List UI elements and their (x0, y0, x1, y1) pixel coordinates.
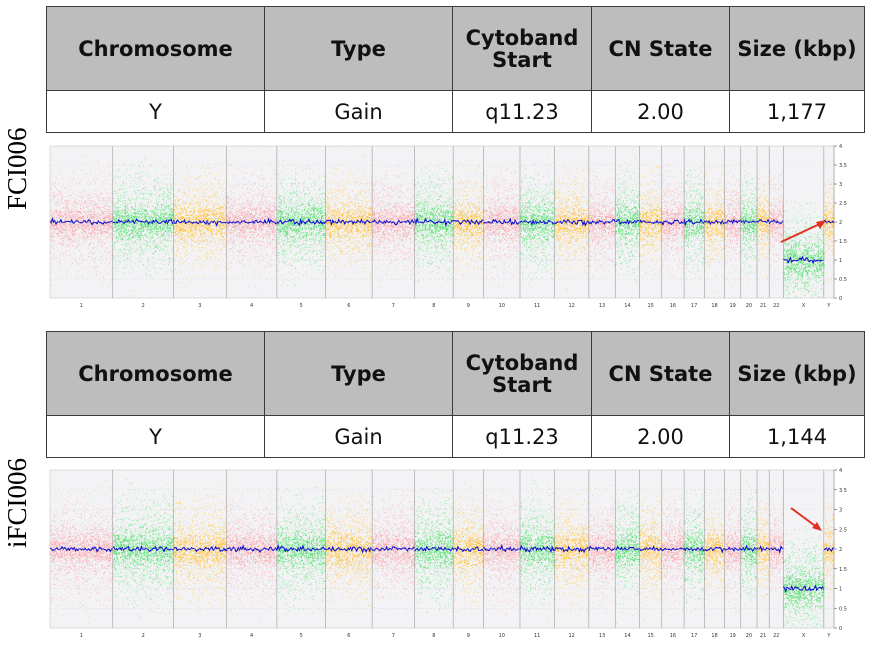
chromosome-label: 3 (198, 303, 201, 309)
chromosome-label: 16 (670, 633, 676, 639)
header-size: Size (kbp) (730, 7, 865, 91)
header-type: Type (265, 7, 453, 91)
y-tick-label: 1 (839, 587, 842, 593)
chromosome-label: 19 (730, 303, 736, 309)
chromosome-label: 3 (198, 633, 201, 639)
chromosome-label: 1 (80, 303, 83, 309)
header-cn-state: CN State (592, 7, 730, 91)
chromosome-label: 14 (624, 303, 630, 309)
sample-label: iFCI006 (2, 458, 33, 548)
chromosome-label: 13 (599, 633, 605, 639)
cell-type: Gain (265, 91, 453, 133)
cell-cytoband-start: q11.23 (453, 416, 592, 458)
cell-cytoband-start: q11.23 (453, 91, 592, 133)
chromosome-label: 21 (760, 303, 766, 309)
y-tick-label: 4 (839, 144, 842, 150)
chromosome-label: 6 (347, 633, 350, 639)
chromosome-label: 9 (467, 633, 470, 639)
chromosome-label: 13 (599, 303, 605, 309)
cnv-table: Chromosome Type Cytoband Start CN State … (46, 6, 865, 133)
chromosome-label: 10 (499, 633, 505, 639)
chromosome-label: 9 (467, 303, 470, 309)
chromosome-label: 19 (730, 633, 736, 639)
chromosome-label: 22 (773, 303, 779, 309)
y-tick-label: 2.5 (839, 527, 847, 533)
cnv-table: Chromosome Type Cytoband Start CN State … (46, 331, 865, 458)
cell-size: 1,177 (730, 91, 865, 133)
cell-cn-state: 2.00 (592, 416, 730, 458)
sample-label: FCI006 (2, 127, 33, 210)
y-tick-label: 0.5 (839, 606, 847, 612)
y-tick-label: 2.5 (839, 201, 847, 207)
chromosome-label: 7 (392, 633, 395, 639)
chromosome-label: X (802, 303, 806, 309)
chromosome-label: 12 (569, 303, 575, 309)
y-tick-label: 1.5 (839, 567, 847, 573)
header-type: Type (265, 332, 453, 416)
chromosome-label: 6 (347, 303, 350, 309)
chromosome-label: 4 (250, 303, 253, 309)
chromosome-label: 20 (746, 303, 752, 309)
chromosome-label: 5 (300, 633, 303, 639)
chromosome-label: 5 (300, 303, 303, 309)
y-tick-label: 0 (839, 296, 842, 302)
chromosome-label: 8 (432, 303, 435, 309)
chromosome-label: 14 (624, 633, 630, 639)
chromosome-label: 12 (569, 633, 575, 639)
chromosome-label: 22 (773, 633, 779, 639)
header-cytoband-start: Cytoband Start (453, 332, 592, 416)
cell-cn-state: 2.00 (592, 91, 730, 133)
table-row: Y Gain q11.23 2.00 1,144 (47, 416, 865, 458)
chromosome-label: 17 (691, 303, 697, 309)
y-tick-label: 0 (839, 626, 842, 632)
chromosome-label: 4 (250, 633, 253, 639)
header-chromosome: Chromosome (47, 7, 265, 91)
y-tick-label: 3.5 (839, 163, 847, 169)
chromosome-label: 10 (499, 303, 505, 309)
chromosome-label: 1 (80, 633, 83, 639)
cn-plot: 1 2 3 4 5 6 7 8 9 10 11 12 13 14 15 16 17 18 19 20 21 22 X Y00.… (46, 142, 864, 314)
chromosome-label: 11 (534, 633, 540, 639)
header-chromosome: Chromosome (47, 332, 265, 416)
cell-size: 1,144 (730, 416, 865, 458)
chromosome-label: 15 (648, 303, 654, 309)
table-row: Y Gain q11.23 2.00 1,177 (47, 91, 865, 133)
header-size: Size (kbp) (730, 332, 865, 416)
chromosome-label: 2 (142, 633, 145, 639)
y-tick-label: 1.5 (839, 239, 847, 245)
chromosome-label: 20 (746, 633, 752, 639)
y-tick-label: 4 (839, 468, 842, 474)
chromosome-label: 8 (432, 633, 435, 639)
chromosome-label: 7 (392, 303, 395, 309)
chromosome-label: 16 (670, 303, 676, 309)
chromosome-label: 2 (142, 303, 145, 309)
chromosome-label: 21 (760, 633, 766, 639)
chromosome-label: 18 (711, 303, 717, 309)
y-tick-label: 1 (839, 258, 842, 264)
chromosome-label: 15 (648, 633, 654, 639)
header-cn-state: CN State (592, 332, 730, 416)
y-tick-label: 3 (839, 182, 842, 188)
cn-plot: 1 2 3 4 5 6 7 8 9 10 11 12 13 14 15 16 17 18 19 20 21 22 X Y00.… (46, 466, 864, 644)
header-cytoband-start: Cytoband Start (453, 7, 592, 91)
y-tick-label: 3 (839, 508, 842, 514)
y-tick-label: 3.5 (839, 488, 847, 494)
y-tick-label: 2 (839, 220, 842, 226)
chromosome-label: X (802, 633, 806, 639)
y-tick-label: 2 (839, 547, 842, 553)
cell-chromosome: Y (47, 91, 265, 133)
y-tick-label: 0.5 (839, 277, 847, 283)
cell-type: Gain (265, 416, 453, 458)
chromosome-label: 11 (534, 303, 540, 309)
chromosome-label: 18 (711, 633, 717, 639)
cell-chromosome: Y (47, 416, 265, 458)
chromosome-label: 17 (691, 633, 697, 639)
